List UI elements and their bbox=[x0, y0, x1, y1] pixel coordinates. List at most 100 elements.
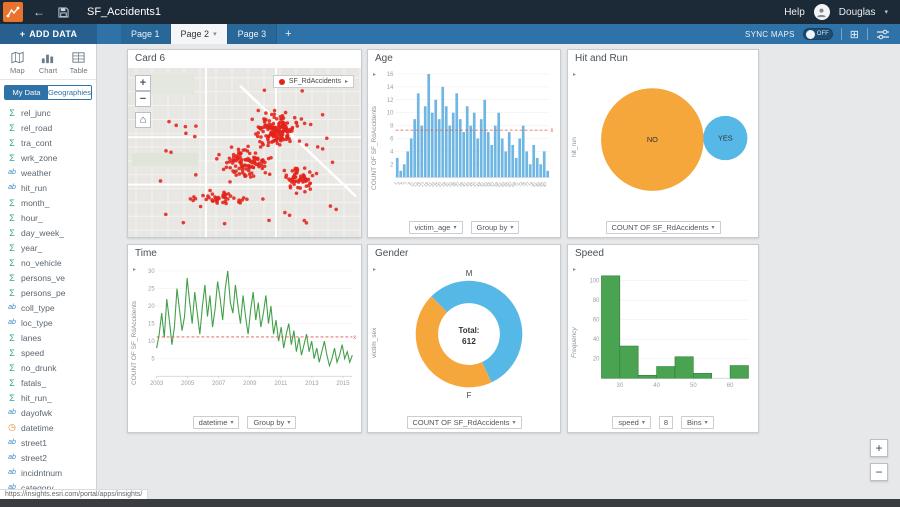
field-name: rel_junc bbox=[21, 107, 51, 118]
help-link[interactable]: Help bbox=[784, 6, 805, 18]
gender-donut-chart[interactable]: M F Total:612 bbox=[381, 263, 557, 412]
back-icon[interactable]: ← bbox=[33, 5, 45, 19]
card-time[interactable]: Time ▸ COUNT OF SF_RdAccidents 5 10 15 20 25… bbox=[127, 244, 362, 433]
number-field-icon: Σ bbox=[9, 137, 15, 148]
axis-collapse-icon[interactable]: ▸ bbox=[132, 267, 136, 273]
add-data-button[interactable]: + ADD DATA bbox=[0, 24, 97, 44]
user-menu-caret-icon[interactable]: ▾ bbox=[884, 9, 888, 16]
axis-collapse-icon[interactable]: ▸ bbox=[572, 267, 576, 273]
field-item-category[interactable]: ab category bbox=[0, 480, 96, 495]
bubble-YES[interactable] bbox=[703, 115, 748, 161]
tab-my-data[interactable]: My Data bbox=[5, 86, 48, 99]
map-zoom-in-button[interactable]: + bbox=[135, 75, 151, 91]
field-item-coll_type[interactable]: ab coll_type bbox=[0, 300, 96, 315]
donut-slice-M[interactable] bbox=[431, 280, 523, 383]
field-item-street1[interactable]: ab street1 bbox=[0, 435, 96, 450]
hit-run-bubble-chart[interactable]: NO YES bbox=[581, 68, 755, 217]
page-zoom-out-button[interactable]: − bbox=[870, 463, 888, 481]
svg-text:8: 8 bbox=[390, 124, 394, 130]
user-avatar[interactable] bbox=[813, 4, 830, 20]
field-item-hit_run[interactable]: ab hit_run bbox=[0, 180, 96, 195]
map-zoom-out-button[interactable]: − bbox=[135, 91, 151, 107]
count-field-chip[interactable]: COUNT OF SF_RdAccidents ▾ bbox=[605, 220, 721, 234]
page-tab[interactable]: Page 3 bbox=[227, 24, 278, 44]
field-item-incidntnum[interactable]: ab incidntnum bbox=[0, 465, 96, 480]
create-chart-button[interactable]: Chart bbox=[33, 50, 63, 75]
field-item-loc_type[interactable]: ab loc_type bbox=[0, 315, 96, 330]
axis-collapse-icon[interactable]: ▸ bbox=[372, 72, 376, 78]
card-gender[interactable]: Gender ▸ victim_sex M F Total: 612 COUNT OF… bbox=[367, 244, 561, 433]
group-by-chip[interactable]: Group by ▾ bbox=[470, 220, 520, 234]
age-bar-chart[interactable]: 2468101214161357911131517192123252729313… bbox=[381, 68, 557, 217]
page-tab[interactable]: Page 1 bbox=[121, 24, 171, 44]
svg-text:31: 31 bbox=[444, 181, 451, 188]
speed-bars[interactable] bbox=[601, 275, 749, 379]
field-name: datetime bbox=[21, 422, 54, 433]
sync-maps-toggle[interactable]: OFF bbox=[802, 28, 833, 40]
sf-accidents-map[interactable] bbox=[128, 68, 361, 237]
card-speed[interactable]: Speed ▸ Frequency 20 40 60 80 100 30 40 50 60 sp… bbox=[567, 244, 759, 433]
card-title: Hit and Run bbox=[575, 53, 628, 64]
new-page-button[interactable]: + bbox=[285, 28, 292, 40]
map-legend[interactable]: SF_RdAccidents ▸ bbox=[272, 75, 354, 88]
bins-count-input[interactable]: 8 bbox=[658, 415, 673, 429]
field-item-weather[interactable]: ab weather bbox=[0, 165, 96, 180]
tab-caret-icon[interactable]: ▾ bbox=[213, 31, 217, 38]
time-series-line[interactable] bbox=[156, 270, 353, 368]
map-home-button[interactable]: ⌂ bbox=[135, 112, 151, 128]
svg-text:43: 43 bbox=[465, 181, 472, 188]
x-field-chip[interactable]: datetime ▾ bbox=[192, 415, 240, 429]
age-bars[interactable] bbox=[395, 73, 550, 178]
field-name: fatals_ bbox=[21, 377, 47, 388]
number-field-icon: Σ bbox=[9, 332, 15, 343]
save-icon[interactable] bbox=[51, 0, 75, 24]
user-menu[interactable]: Douglas bbox=[838, 6, 876, 18]
group-by-chip[interactable]: Group by ▾ bbox=[247, 415, 297, 429]
field-item-datetime[interactable]: ◷ datetime bbox=[0, 420, 96, 435]
workbook-title[interactable]: SF_Accidents1 bbox=[87, 6, 161, 18]
svg-text:x̄: x̄ bbox=[353, 335, 356, 341]
card-age[interactable]: Age ▸ COUNT OF SF_RdAccidents 2 4 6 8 10 12 14… bbox=[367, 49, 561, 238]
axis-collapse-icon[interactable]: ▸ bbox=[572, 72, 576, 78]
card-map[interactable]: Card 6 + − ⌂ SF_RdAccidents ▸ bbox=[127, 49, 362, 238]
field-item-street2[interactable]: ab street2 bbox=[0, 450, 96, 465]
page-zoom-in-button[interactable]: + bbox=[870, 439, 888, 457]
time-line-chart[interactable]: 5 10 15 20 25 30 2003 2005 2007 2009 2011 2013 2015 x… bbox=[141, 263, 359, 412]
insights-logo-icon[interactable] bbox=[3, 2, 23, 22]
accident-points[interactable] bbox=[158, 81, 338, 226]
speed-histogram[interactable]: 20 40 60 80 100 30 40 50 60 bbox=[581, 263, 755, 412]
analysis-sliders-icon[interactable] bbox=[876, 29, 890, 40]
count-field-chip[interactable]: COUNT OF SF_RdAccidents ▾ bbox=[406, 415, 522, 429]
create-map-button[interactable]: Map bbox=[2, 50, 32, 75]
field-item-dayofwk[interactable]: ab dayofwk bbox=[0, 405, 96, 420]
bubble-NO[interactable] bbox=[601, 88, 704, 191]
page-tab[interactable]: Page 2 ▾ bbox=[170, 24, 228, 44]
axis-collapse-icon[interactable]: ▸ bbox=[372, 267, 376, 273]
tab-geographies[interactable]: Geographies bbox=[48, 86, 91, 99]
card-hit-and-run[interactable]: Hit and Run ▸ hit_run NO YES COUNT OF SF_… bbox=[567, 49, 759, 238]
svg-text:65: 65 bbox=[503, 181, 510, 188]
donut-slice-F[interactable] bbox=[415, 296, 492, 388]
x-field-chip[interactable]: speed ▾ bbox=[612, 415, 651, 429]
svg-text:59: 59 bbox=[493, 181, 500, 188]
x-field-chip[interactable]: victim_age ▾ bbox=[408, 220, 463, 234]
create-table-button[interactable]: Table bbox=[64, 50, 94, 75]
card-grid-icon[interactable]: ⊞ bbox=[849, 28, 859, 41]
bins-chip[interactable]: Bins ▾ bbox=[681, 415, 714, 429]
